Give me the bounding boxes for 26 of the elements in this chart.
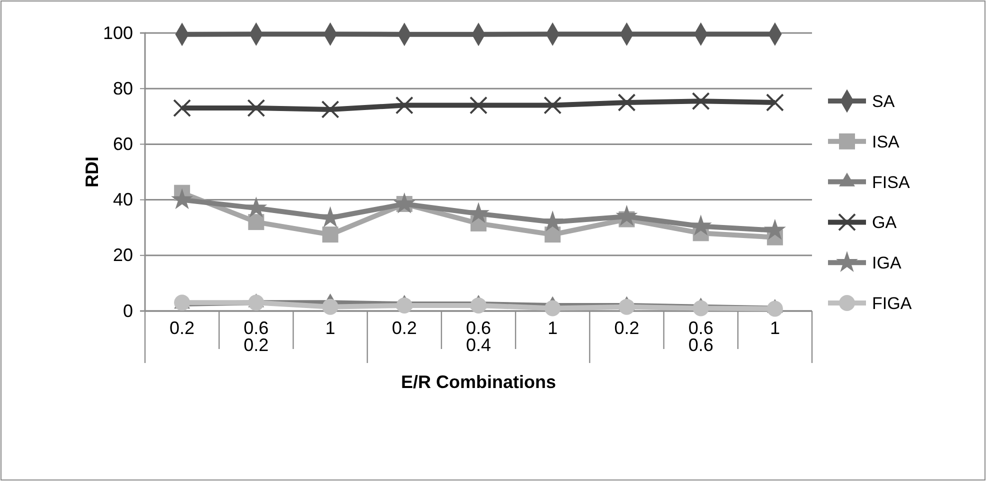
y-tick-label: 0: [122, 300, 133, 321]
x-axis-title: E/R Combinations: [400, 372, 556, 392]
y-tick-label: 80: [112, 78, 133, 98]
x-tick-label: 1: [548, 318, 558, 338]
y-tick-label: 40: [112, 190, 133, 210]
x-tick-label: 1: [325, 318, 336, 338]
legend-label: SA: [872, 92, 896, 111]
y-tick-label: 100: [102, 22, 133, 43]
text: 0.6: [688, 335, 714, 355]
y-tick-label: 60: [112, 134, 133, 154]
x-tick-label: 0.6: [688, 318, 714, 338]
y-tick-label: 20: [112, 245, 133, 266]
y-axis-title: RDI: [82, 156, 102, 188]
legend-label: ISA: [872, 132, 900, 152]
text: 0.2: [244, 335, 269, 355]
x-tick-label: 0.2: [614, 318, 640, 338]
x-tick-label: 1: [770, 318, 780, 338]
legend-label: FISA: [872, 172, 910, 192]
legend-label: GA: [872, 213, 898, 232]
legend-label: IGA: [872, 254, 902, 273]
x-tick-label: 0.6: [466, 318, 492, 338]
x-tick-label: 0.2: [392, 318, 417, 338]
x-tick-label: 0.2: [170, 318, 195, 338]
legend-label: FIGA: [872, 294, 912, 313]
text: 0.4: [466, 335, 492, 355]
x-tick-label: 0.6: [244, 318, 269, 338]
